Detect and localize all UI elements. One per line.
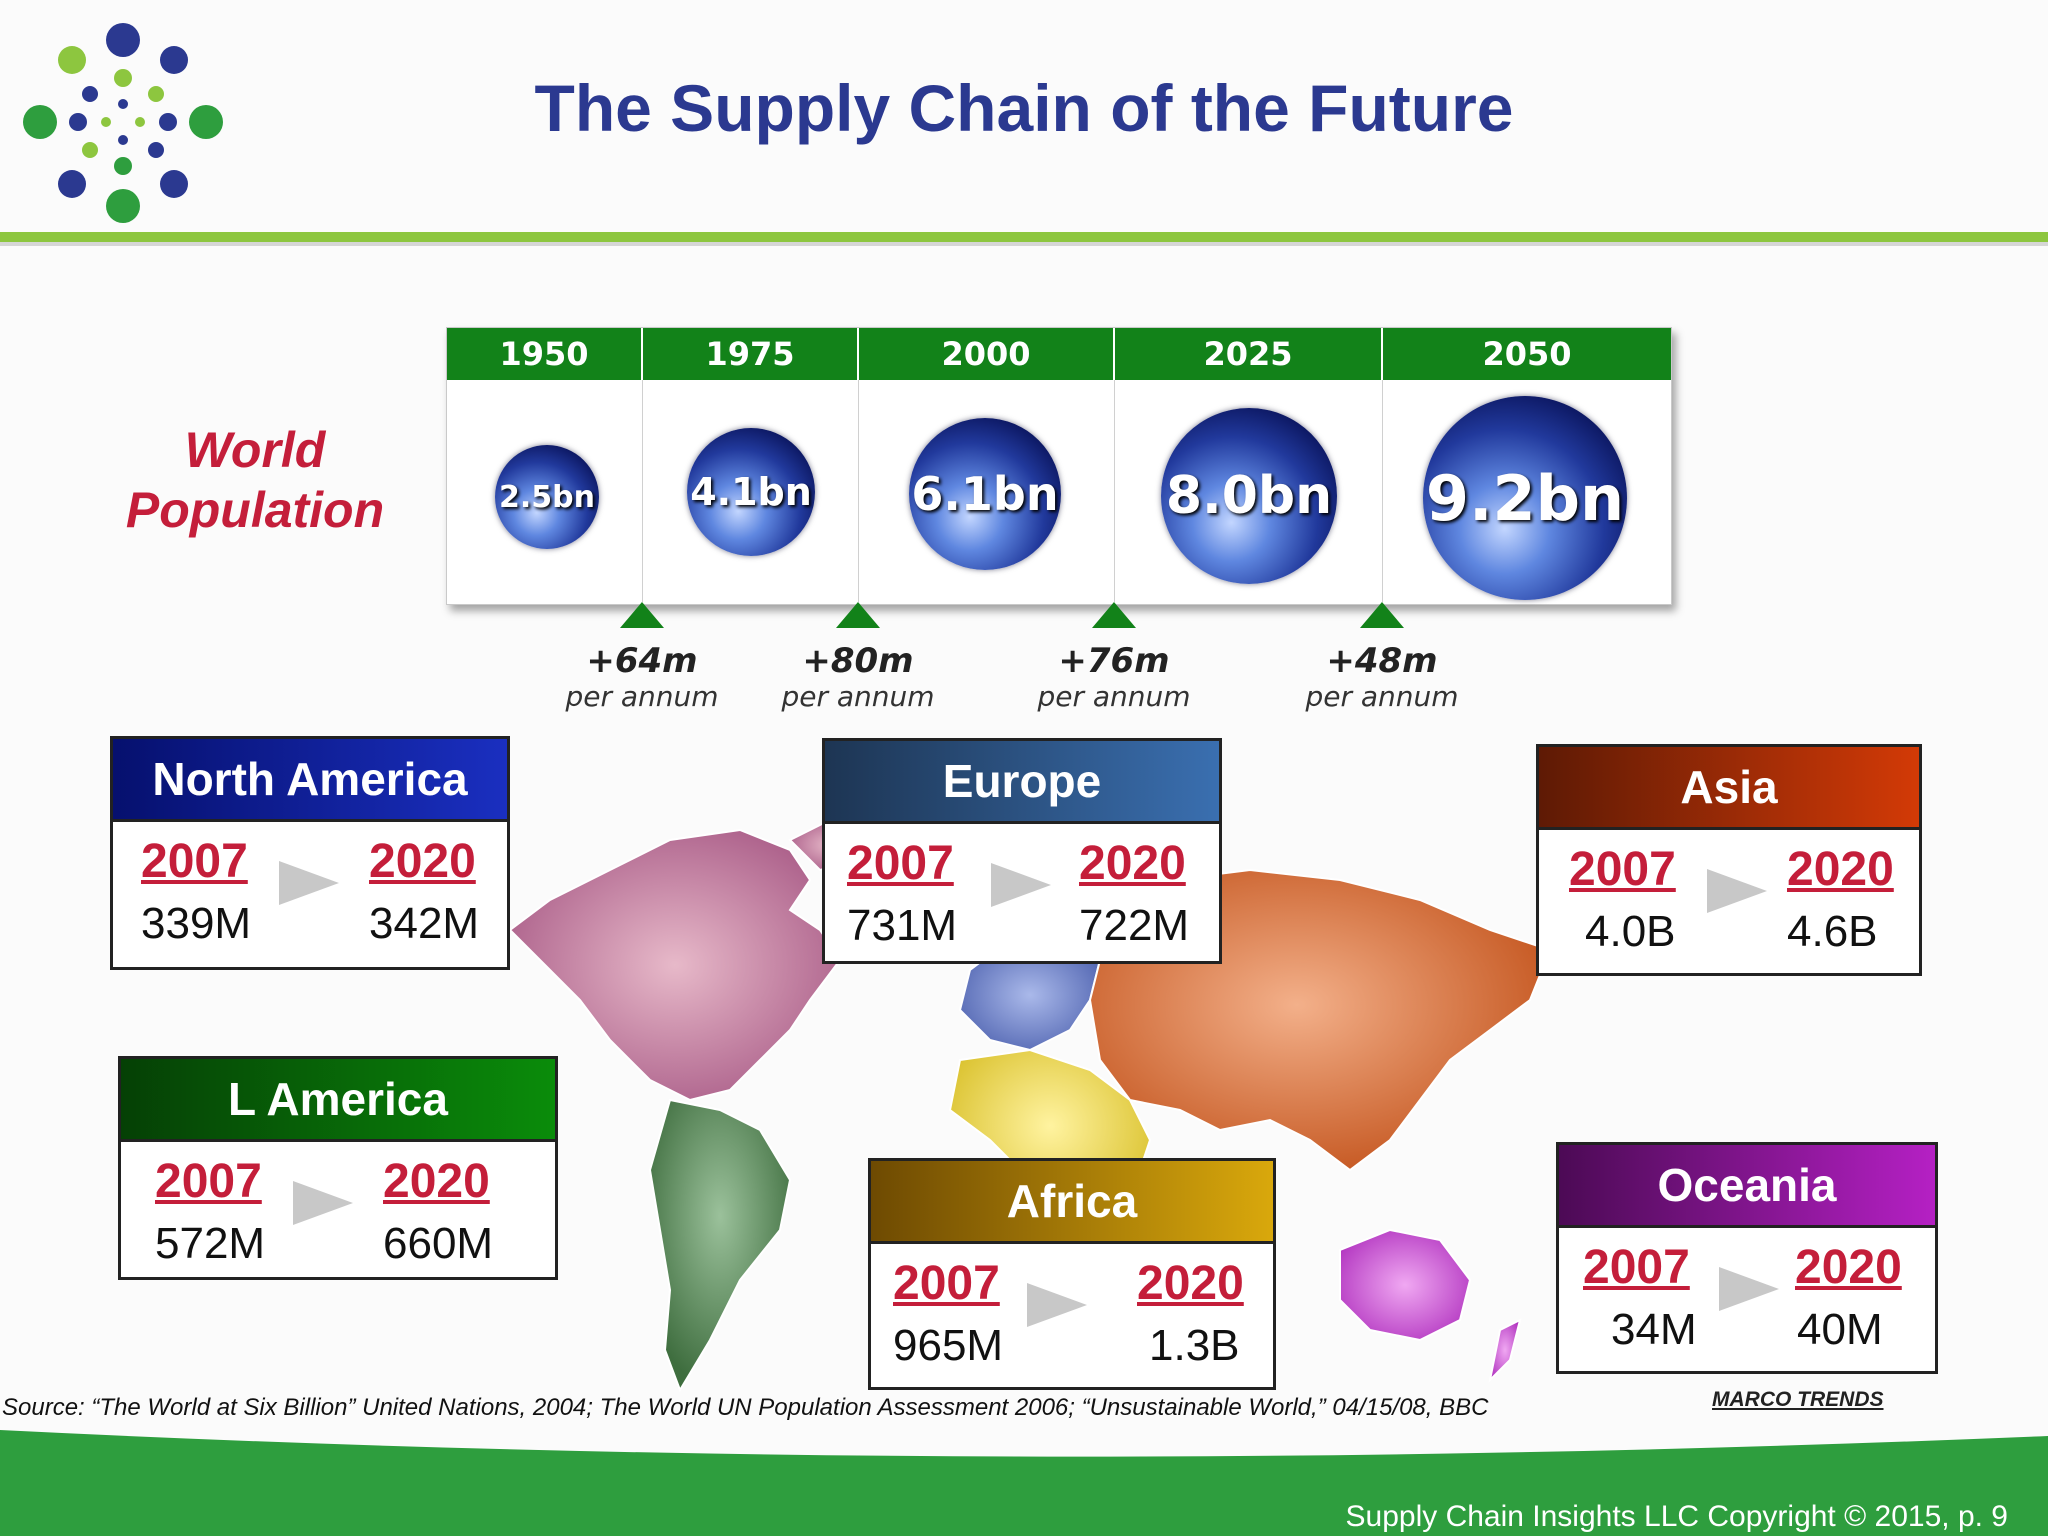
growth-rate: +48m per annum [1282, 642, 1482, 714]
value-start: 572M [155, 1219, 266, 1268]
timeline-cell: 2.5bn [447, 380, 643, 602]
world-population-label: World Population [100, 420, 410, 540]
north-america-landmass [508, 828, 842, 1102]
new-zealand-landmass [1488, 1318, 1522, 1384]
australia-landmass [1339, 1228, 1472, 1342]
value-end: 660M [383, 1219, 494, 1268]
value-start: 731M [847, 901, 958, 950]
region-asia: Asia 2007 2020 4.0B 4.6B [1536, 744, 1922, 976]
growth-unit: per annum [565, 680, 719, 713]
source-citation: Source: “The World at Six Billion” Unite… [2, 1394, 1489, 1421]
population-value: 2.5bn [499, 479, 595, 515]
globe-icon: 6.1bn [909, 418, 1061, 570]
region-header: Africa [871, 1161, 1273, 1244]
year-start: 2007 [1583, 1241, 1690, 1294]
region-header: Oceania [1559, 1145, 1935, 1228]
growth-rate: +64m per annum [542, 642, 742, 714]
timeline-year: 2000 [859, 328, 1115, 380]
arrow-right-icon [1027, 1283, 1087, 1327]
growth-marker-icon [836, 602, 880, 628]
value-start: 34M [1611, 1305, 1697, 1354]
arrow-right-icon [991, 863, 1051, 907]
region-europe: Europe 2007 2020 731M 722M [822, 738, 1222, 964]
region-africa: Africa 2007 2020 965M 1.3B [868, 1158, 1276, 1390]
timeline-cell: 9.2bn [1383, 380, 1671, 602]
page-title: The Supply Chain of the Future [534, 71, 1514, 145]
year-start: 2007 [893, 1257, 1000, 1310]
growth-marker-icon [1360, 602, 1404, 628]
value-start: 965M [893, 1321, 1004, 1370]
year-start: 2007 [847, 837, 954, 890]
value-end: 722M [1079, 901, 1190, 950]
world-population-label-line1: World [184, 422, 326, 478]
growth-unit: per annum [781, 680, 935, 713]
timeline-year: 2025 [1115, 328, 1383, 380]
growth-value: +76m [1058, 641, 1170, 681]
value-start: 4.0B [1585, 907, 1676, 956]
growth-value: +64m [586, 641, 698, 681]
year-start: 2007 [1569, 843, 1676, 896]
value-end: 342M [369, 899, 480, 948]
growth-unit: per annum [1305, 680, 1459, 713]
timeline-year: 2050 [1383, 328, 1671, 380]
region-header: L America [121, 1059, 555, 1142]
region-header: Asia [1539, 747, 1919, 830]
globe-icon: 9.2bn [1423, 396, 1627, 600]
globe-icon: 2.5bn [495, 445, 599, 549]
year-start: 2007 [155, 1155, 262, 1208]
region-oceania: Oceania 2007 2020 34M 40M [1556, 1142, 1938, 1374]
value-end: 1.3B [1149, 1321, 1240, 1370]
growth-rate: +76m per annum [1014, 642, 1214, 714]
year-end: 2020 [1795, 1241, 1902, 1294]
marco-trends-label: MARCO TRENDS [1712, 1388, 1884, 1411]
growth-rate: +80m per annum [758, 642, 958, 714]
arrow-right-icon [279, 861, 339, 905]
value-end: 40M [1797, 1305, 1883, 1354]
growth-value: +48m [1326, 641, 1438, 681]
region-north-america: North America 2007 2020 339M 342M [110, 736, 510, 970]
arrow-right-icon [293, 1181, 353, 1225]
arrow-right-icon [1719, 1267, 1779, 1311]
world-population-label-line2: Population [125, 482, 385, 538]
timeline-year: 1950 [447, 328, 643, 380]
growth-marker-icon [1092, 602, 1136, 628]
footer-band [0, 1430, 2048, 1536]
year-end: 2020 [1079, 837, 1186, 890]
copyright-text: Supply Chain Insights LLC Copyright © 20… [1345, 1500, 2009, 1533]
year-end: 2020 [1787, 843, 1894, 896]
timeline-year: 1975 [643, 328, 859, 380]
globe-icon: 8.0bn [1161, 408, 1337, 584]
timeline-cell: 4.1bn [643, 380, 859, 602]
header-divider-shadow [0, 242, 2048, 246]
year-end: 2020 [383, 1155, 490, 1208]
value-end: 4.6B [1787, 907, 1878, 956]
region-latin-america: L America 2007 2020 572M 660M [118, 1056, 558, 1280]
population-value: 4.1bn [690, 470, 812, 514]
logo [23, 23, 223, 223]
region-header: North America [113, 739, 507, 822]
population-value: 8.0bn [1165, 466, 1333, 526]
growth-marker-icon [620, 602, 664, 628]
population-value: 9.2bn [1425, 461, 1625, 535]
timeline-cell: 8.0bn [1115, 380, 1383, 602]
arrow-right-icon [1707, 869, 1767, 913]
header-divider [0, 232, 2048, 242]
region-header: Europe [825, 741, 1219, 824]
growth-unit: per annum [1037, 680, 1191, 713]
south-america-landmass [648, 1098, 792, 1393]
year-end: 2020 [1137, 1257, 1244, 1310]
timeline-cell: 6.1bn [859, 380, 1115, 602]
population-value: 6.1bn [911, 467, 1059, 521]
globe-icon: 4.1bn [687, 428, 815, 556]
year-start: 2007 [141, 835, 248, 888]
population-timeline: 1950 1975 2000 2025 2050 2.5bn 4.1bn 6.1… [446, 327, 1672, 605]
value-start: 339M [141, 899, 252, 948]
year-end: 2020 [369, 835, 476, 888]
growth-value: +80m [802, 641, 914, 681]
